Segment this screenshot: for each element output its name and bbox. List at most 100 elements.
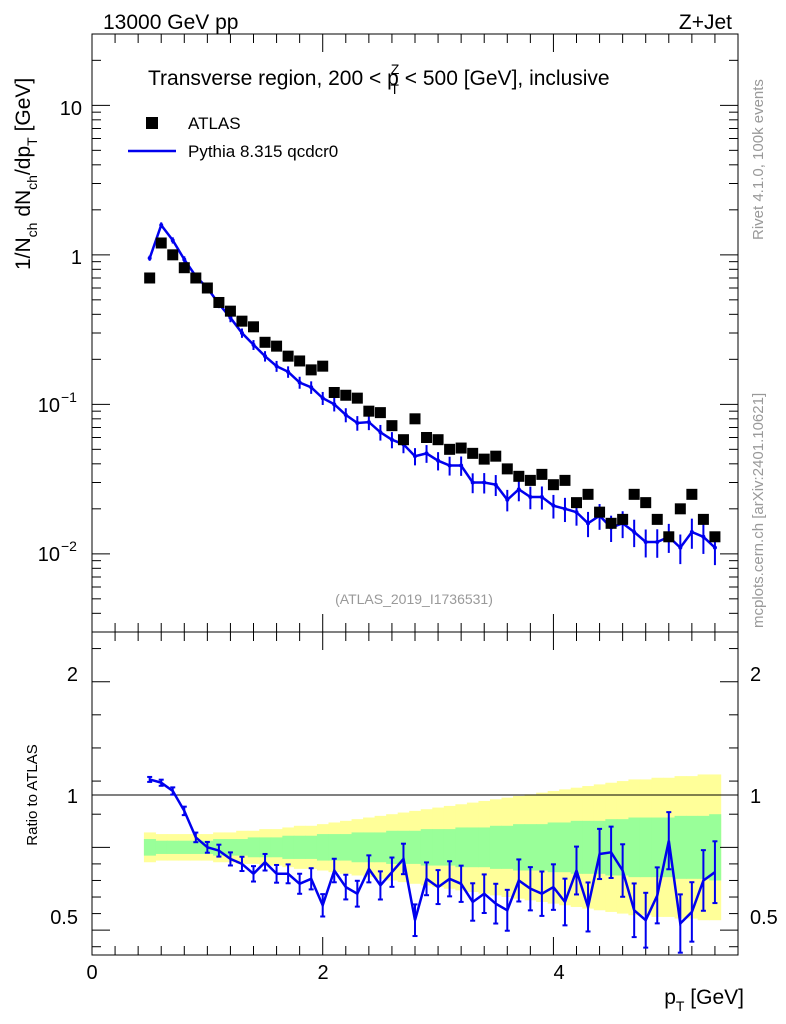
x-tick-2: 2 xyxy=(317,962,328,984)
atlas-data-point xyxy=(467,447,479,459)
atlas-data-point xyxy=(571,497,582,509)
atlas-data-point xyxy=(328,386,340,398)
rivet-version-label: Rivet 4.1.0, 100k events xyxy=(750,79,767,240)
atlas-data-point xyxy=(397,434,409,446)
y-tick-exp-0p1: −1 xyxy=(61,389,77,405)
mc-point xyxy=(424,451,429,456)
uncertainty-band-inner xyxy=(224,839,237,856)
mc-point xyxy=(413,454,417,459)
atlas-data-point xyxy=(178,262,190,274)
mc-point xyxy=(516,487,521,492)
atlas-data-point xyxy=(190,272,202,284)
mc-point xyxy=(297,380,302,385)
atlas-data-point xyxy=(582,488,594,500)
atlas-data-point xyxy=(628,488,640,500)
uncertainty-band-inner xyxy=(582,820,595,874)
x-title-sub: T xyxy=(676,998,685,1014)
uncertainty-band-inner xyxy=(455,827,468,868)
y-tick-label-1: 1 xyxy=(71,247,82,269)
legend: ATLAS Pythia 8.315 qcdcr0 xyxy=(128,114,338,161)
ratio-tick-1-right: 1 xyxy=(750,786,761,808)
mc-point xyxy=(505,497,510,502)
mc-point xyxy=(332,402,337,407)
uncertainty-band-inner xyxy=(155,840,168,854)
atlas-data-point xyxy=(501,463,513,475)
uncertainty-band-inner xyxy=(559,822,572,873)
mc-point xyxy=(366,420,371,425)
ratio-y-tick-labels-left: 2 1 0.5 xyxy=(50,664,78,929)
ratio-tick-0p5: 0.5 xyxy=(50,907,78,929)
uncertainty-band-inner xyxy=(536,824,549,871)
y-title-sub-a: ch xyxy=(24,223,40,238)
uncertainty-band-inner xyxy=(143,839,156,856)
atlas-data-point xyxy=(524,474,536,486)
uncertainty-band-inner xyxy=(409,830,422,864)
atlas-data-point xyxy=(559,474,571,486)
atlas-data-point xyxy=(351,392,363,404)
uncertainty-band-inner xyxy=(513,824,526,871)
plot-title-sup: Z xyxy=(391,61,400,77)
atlas-data-point xyxy=(432,434,444,446)
mc-point xyxy=(689,529,694,534)
mc-point xyxy=(470,480,475,485)
uncertainty-band-inner xyxy=(547,822,560,873)
mc-point xyxy=(551,503,556,508)
x-title-p: p xyxy=(664,986,676,1009)
atlas-data-point xyxy=(709,531,721,543)
x-tick-0: 0 xyxy=(86,962,97,984)
ratio-panel: 2 1 0.5 2 1 0.5 Ratio to ATLAS xyxy=(24,631,778,956)
mc-point xyxy=(147,256,152,261)
atlas-data-point xyxy=(478,453,490,465)
uncertainty-band-inner xyxy=(259,837,272,858)
atlas-data-point xyxy=(697,513,709,525)
ratio-y-tick-labels-right: 2 1 0.5 xyxy=(750,664,778,929)
mc-point xyxy=(632,529,637,534)
ratio-plot-frame xyxy=(91,631,739,956)
mc-point xyxy=(586,521,591,526)
atlas-data-point xyxy=(363,405,375,417)
mc-point xyxy=(459,463,464,468)
uncertainty-band-inner xyxy=(674,815,687,879)
mc-point xyxy=(343,412,348,417)
uncertainty-band-inner xyxy=(374,832,387,863)
atlas-data-point xyxy=(386,420,398,432)
y-tick-label-10: 10 xyxy=(60,98,82,120)
main-axis-ticks xyxy=(91,33,739,633)
atlas-data-point xyxy=(271,340,283,352)
uncertainty-band-inner xyxy=(466,827,479,868)
mc-point xyxy=(355,421,360,426)
legend-data-marker xyxy=(146,117,158,129)
x-axis-labels: 0 2 4 xyxy=(86,962,564,984)
y-title-b: dN xyxy=(12,190,35,223)
uncertainty-band-inner xyxy=(247,837,260,858)
mc-point xyxy=(528,494,533,499)
mc-point xyxy=(447,463,452,468)
mc-ratio-line xyxy=(149,778,716,927)
x-title-tail: [GeV] xyxy=(684,986,744,1009)
atlas-data-point xyxy=(686,488,698,500)
process-label: Z+Jet xyxy=(679,11,732,34)
atlas-data-point xyxy=(340,389,352,401)
main-y-axis-title: 1/Nch dNch/dpT [GeV] xyxy=(12,78,40,270)
mc-point xyxy=(263,354,268,359)
mc-point xyxy=(251,342,256,347)
uncertainty-band-inner xyxy=(686,815,699,879)
uncertainty-band-inner xyxy=(293,835,306,859)
main-panel: Transverse region, 200 < pZ T < 500 [GeV]… xyxy=(12,33,739,633)
y-tick-base-0p01: 10 xyxy=(38,544,60,566)
mc-point xyxy=(539,494,544,499)
uncertainty-band-inner xyxy=(270,837,283,858)
atlas-data-point xyxy=(547,479,559,491)
uncertainty-band-inner xyxy=(651,817,664,878)
y-title-a: 1/N xyxy=(12,237,35,270)
mc-point xyxy=(389,437,394,442)
atlas-data-point xyxy=(513,470,525,482)
plot-title: Transverse region, 200 < pZ T < 500 [GeV]… xyxy=(148,61,610,97)
mc-point xyxy=(286,369,291,374)
ratio-tick-1: 1 xyxy=(67,786,78,808)
atlas-data-point xyxy=(259,336,271,348)
uncertainty-band-inner xyxy=(166,840,180,854)
uncertainty-band-inner xyxy=(501,825,514,869)
y-title-sub-c: T xyxy=(24,137,40,146)
